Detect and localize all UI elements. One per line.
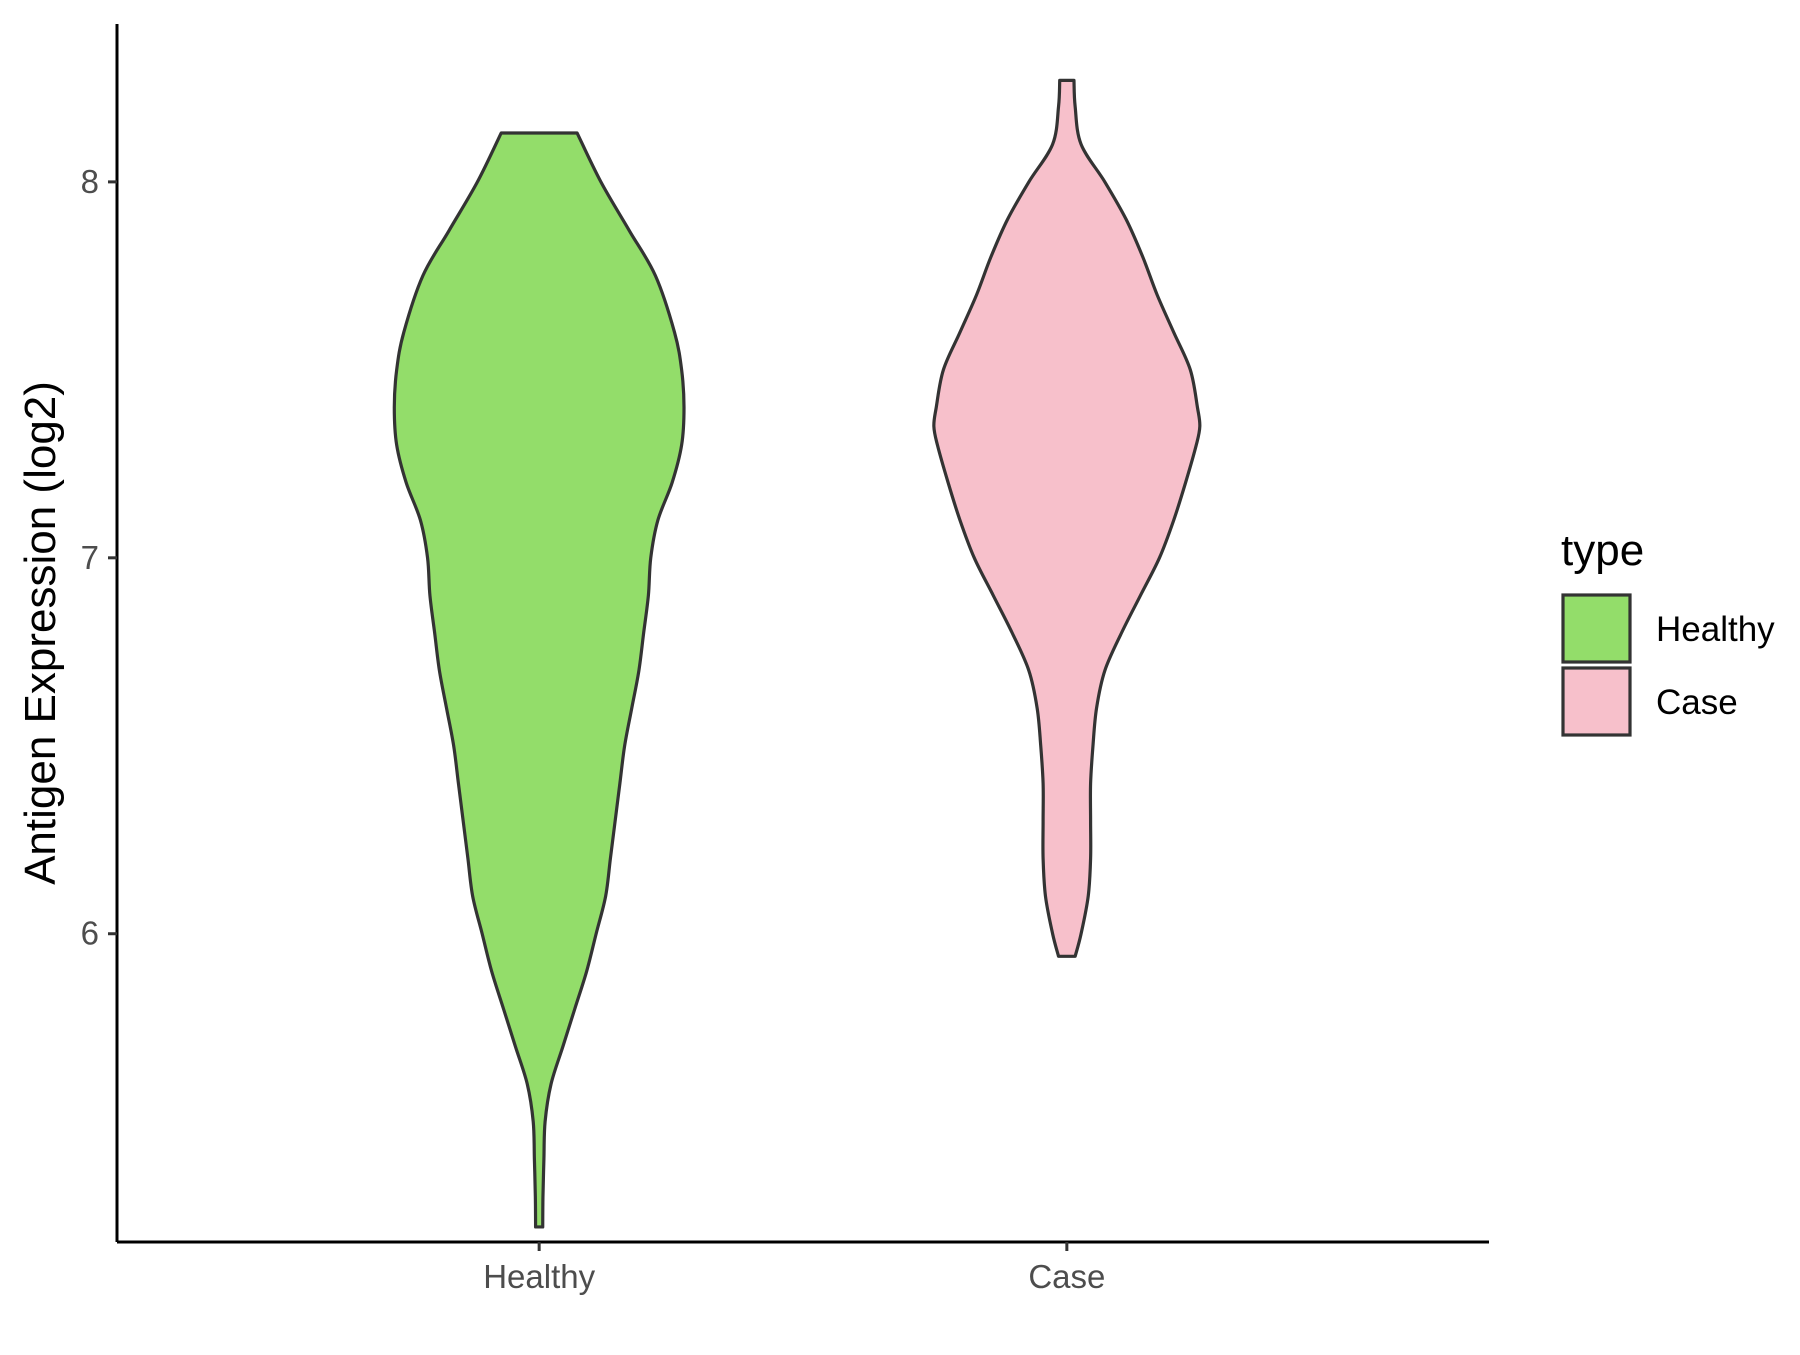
legend-label-healthy: Healthy [1656,610,1775,649]
violins-layer [392,78,1202,1229]
violin-healthy [392,131,686,1229]
y-tick-label: 7 [81,539,99,576]
x-tick-label-case: Case [1028,1258,1105,1295]
y-tick-label: 6 [81,915,99,952]
axes-layer [115,24,1489,1244]
legend-label-case: Case [1656,683,1738,722]
violin-case [932,78,1202,958]
legend: type Healthy Case [1561,526,1775,737]
legend-title: type [1561,526,1644,575]
x-tick-label-healthy: Healthy [483,1258,595,1295]
y-ticks-layer: 6 7 8 [81,163,117,952]
x-ticks-layer: Healthy Case [483,1242,1105,1295]
y-tick-label: 8 [81,163,99,200]
y-axis-title: Antigen Expression (log2) [16,381,65,885]
legend-swatch-case [1561,666,1632,737]
legend-items: Healthy Case [1561,593,1775,737]
legend-swatch-healthy [1561,593,1632,664]
